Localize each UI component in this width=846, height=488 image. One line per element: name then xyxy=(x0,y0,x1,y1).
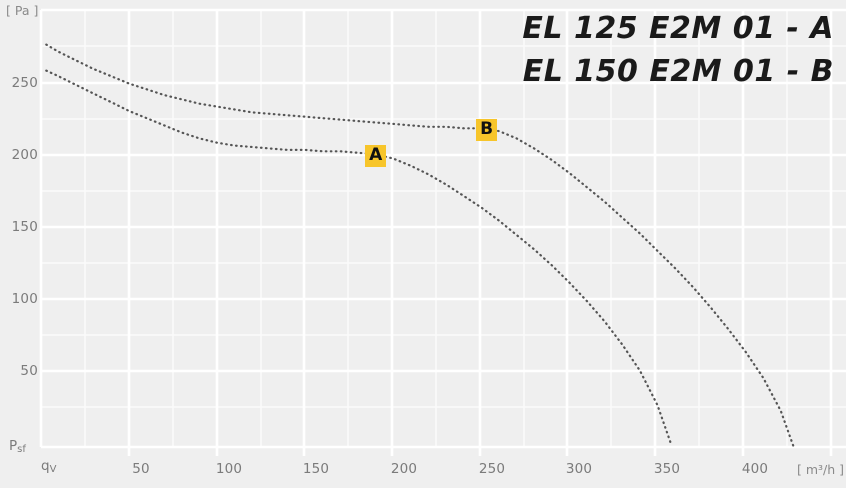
x-tick-350: 350 xyxy=(653,461,681,477)
x-tick-150: 150 xyxy=(302,461,330,477)
x-tick-300: 300 xyxy=(565,461,593,477)
y-tick-200: 200 xyxy=(11,147,38,163)
y-tick-150: 150 xyxy=(11,219,38,235)
x-axis-origin-subscript: V xyxy=(49,464,57,475)
legend-title-a: EL 125 E2M 01 - A xyxy=(522,11,834,46)
x-axis-unit-label: [ m³/h ] xyxy=(797,462,845,477)
y-axis-origin-symbol: Psf xyxy=(9,438,26,455)
x-tick-50: 50 xyxy=(132,461,150,477)
y-tick-100: 100 xyxy=(11,291,38,307)
x-tick-250: 250 xyxy=(478,461,506,477)
curve-group xyxy=(45,43,795,447)
x-tick-200: 200 xyxy=(390,461,418,477)
x-tick-400: 400 xyxy=(741,461,769,477)
x-axis-origin-letter: q xyxy=(41,458,50,474)
x-tick-100: 100 xyxy=(215,461,243,477)
y-axis-unit-label: [ Pa ] xyxy=(6,3,39,18)
y-axis-origin-subscript: sf xyxy=(17,444,26,455)
legend-title-b: EL 150 E2M 01 - B xyxy=(522,53,834,89)
y-tick-50: 50 xyxy=(20,363,38,379)
y-axis-origin-letter: P xyxy=(9,438,18,454)
curve-b xyxy=(45,43,795,447)
curve-marker-b[interactable]: B xyxy=(476,118,498,141)
y-tick-250: 250 xyxy=(11,75,38,91)
curve-marker-a[interactable]: A xyxy=(365,144,387,167)
curve-a xyxy=(45,69,673,447)
chart-legend-titles: EL 125 E2M 01 - A EL 150 E2M 01 - B xyxy=(522,8,834,93)
x-axis-origin-symbol: qV xyxy=(41,458,56,475)
